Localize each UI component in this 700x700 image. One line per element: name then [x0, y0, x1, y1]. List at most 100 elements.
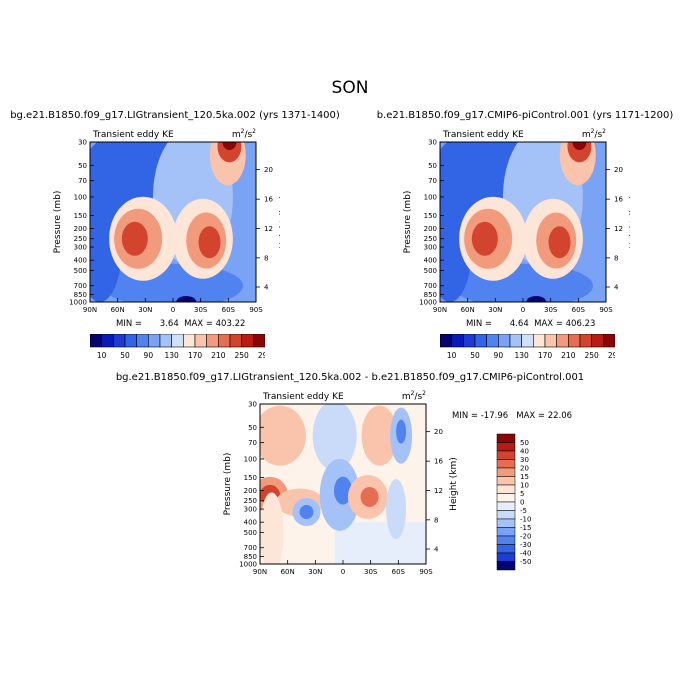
- contour-region: [526, 296, 547, 302]
- colorbar-label: -50: [520, 558, 531, 566]
- contour-region: [222, 142, 237, 150]
- colorbar-label: 10: [447, 351, 457, 360]
- colorbar-swatch: [544, 334, 557, 348]
- contour-region: [548, 226, 571, 259]
- pressure-tick-label: 70: [428, 177, 437, 185]
- colorbar-label: 130: [515, 351, 530, 360]
- lat-tick-label: 30S: [544, 306, 558, 314]
- colorbar-swatch: [463, 334, 476, 348]
- lat-tick-label: 30N: [308, 568, 322, 576]
- colorbar-label: 0: [520, 499, 524, 507]
- colorbar-label: -20: [520, 533, 531, 541]
- colorbar-swatch: [496, 518, 516, 528]
- pressure-tick-label: 700: [74, 282, 87, 290]
- colorbar-swatch: [159, 334, 172, 348]
- lat-tick-label: 60N: [111, 306, 125, 314]
- colorbar-swatch: [229, 334, 242, 348]
- y2-axis-title: Height (km): [449, 457, 459, 511]
- lat-tick-label: 60N: [281, 568, 295, 576]
- colorbar-swatch: [603, 334, 615, 348]
- pressure-tick-label: 200: [244, 487, 257, 495]
- max-label: MAX =: [516, 411, 546, 421]
- colorbar-swatch: [568, 334, 581, 348]
- height-tick-label: 20: [614, 166, 623, 174]
- field-layer: [90, 142, 256, 302]
- min-label: MIN =: [466, 319, 493, 329]
- lat-tick-label: 30S: [194, 306, 208, 314]
- max-label: MAX =: [534, 319, 563, 329]
- contour-region: [312, 404, 357, 471]
- units-label: m2/s2: [582, 128, 606, 140]
- pressure-tick-label: 70: [248, 439, 257, 447]
- colorbar-label: 130: [165, 351, 180, 360]
- colorbar-swatch: [486, 334, 499, 348]
- colorbar-swatch: [496, 442, 516, 452]
- colorbar-label: 20: [520, 465, 529, 473]
- pressure-tick-label: 200: [424, 225, 437, 233]
- lat-tick-label: 90S: [419, 568, 433, 576]
- colorbar-swatch: [241, 334, 254, 348]
- contour-region: [260, 405, 306, 466]
- pressure-tick-label: 50: [428, 162, 437, 170]
- contour-region: [386, 479, 407, 540]
- colorbar-swatch: [496, 459, 516, 469]
- min-value: 4.64: [509, 319, 529, 329]
- height-tick-label: 12: [264, 225, 273, 233]
- height-tick-label: 12: [434, 487, 443, 495]
- height-tick-label: 20: [434, 428, 443, 436]
- height-tick-label: 16: [434, 458, 443, 466]
- units-base: m: [582, 130, 591, 140]
- lat-tick-label: 90S: [249, 306, 263, 314]
- pressure-tick-label: 50: [78, 162, 87, 170]
- colorbar-label: 90: [144, 351, 154, 360]
- pressure-tick-label: 300: [424, 244, 437, 252]
- colorbar-label: 5: [520, 490, 524, 498]
- pressure-tick-label: 250: [244, 497, 257, 505]
- contour-region: [198, 226, 221, 259]
- panel-2-plot: 3050701001502002503004005007008501000481…: [403, 128, 630, 314]
- colorbar-swatch: [194, 334, 207, 348]
- units-sup: 2: [411, 390, 415, 397]
- colorbar-swatch: [496, 561, 516, 571]
- units-sup: 2: [602, 128, 606, 135]
- field-layer: [260, 404, 426, 564]
- pressure-tick-label: 100: [424, 193, 437, 201]
- colorbar-swatch: [498, 334, 511, 348]
- colorbar-label: -30: [520, 541, 531, 549]
- colorbar-label: 290: [608, 351, 615, 360]
- panel-3-stats: MIN = -17.96 MAX = 22.06: [452, 411, 572, 421]
- height-tick-label: 8: [434, 516, 438, 524]
- colorbar-label: 90: [494, 351, 504, 360]
- colorbar-label: 250: [585, 351, 600, 360]
- colorbar-label: 40: [520, 448, 529, 456]
- contour-region: [176, 296, 197, 302]
- pressure-tick-label: 700: [424, 282, 437, 290]
- units-base: m: [402, 392, 411, 402]
- pressure-tick-label: 150: [244, 474, 257, 482]
- colorbar-swatch: [496, 552, 516, 562]
- pressure-tick-label: 400: [244, 519, 257, 527]
- colorbar-label: 15: [520, 473, 529, 481]
- colorbar-swatch: [496, 493, 516, 503]
- lat-tick-label: 90N: [83, 306, 97, 314]
- panel-1-plot: 3050701001502002503004005007008501000481…: [53, 128, 280, 314]
- units-sup: 2: [252, 128, 256, 135]
- colorbar-label: 170: [188, 351, 203, 360]
- colorbar-swatch: [113, 334, 126, 348]
- min-value: -17.96: [480, 411, 509, 421]
- units-label: m2/s2: [402, 390, 426, 402]
- colorbar-swatch: [591, 334, 604, 348]
- height-tick-label: 4: [264, 284, 269, 292]
- units-base: m: [232, 130, 241, 140]
- y-axis-title: Pressure (mb): [403, 191, 413, 254]
- min-value: 3.64: [159, 319, 179, 329]
- panel-2-stats: MIN = 4.64 MAX = 406.23: [466, 319, 595, 329]
- colorbar-label: -10: [520, 516, 531, 524]
- pressure-tick-label: 250: [74, 235, 87, 243]
- lat-tick-label: 60S: [572, 306, 586, 314]
- units-sup: 2: [591, 128, 595, 135]
- contour-region: [299, 505, 314, 520]
- colorbar-swatch: [440, 334, 452, 348]
- contour-region: [334, 522, 426, 564]
